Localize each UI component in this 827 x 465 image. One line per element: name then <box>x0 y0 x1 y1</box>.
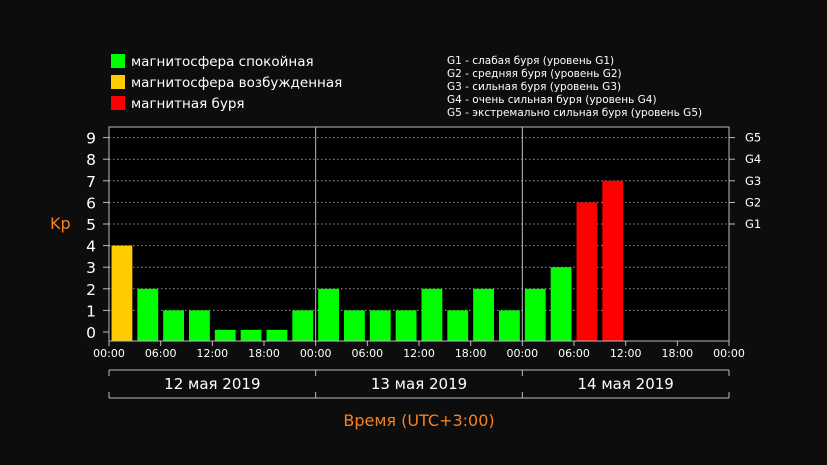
day-label: 12 мая 2019 <box>164 375 260 393</box>
g-ticks: G1 G2 G3 G4 G5 <box>729 131 761 231</box>
legend-label-storm: магнитная буря <box>131 96 245 112</box>
g-level-legend-g2: G2 - средняя буря (уровень G2) <box>447 68 622 80</box>
x-tick-label: 12:00 <box>196 347 228 360</box>
y-tick-label: 3 <box>86 259 96 277</box>
bars <box>111 180 624 341</box>
y-tick-label: 7 <box>86 173 96 191</box>
y-axis-title: Kp <box>50 214 71 233</box>
g-tick-label: G2 <box>745 195 761 209</box>
y-tick-label: 6 <box>86 194 96 212</box>
kp-bar <box>318 288 339 341</box>
y-tick-label: 1 <box>86 302 96 320</box>
legend-label-quiet: магнитосфера спокойная <box>131 54 314 70</box>
day-label: 14 мая 2019 <box>578 375 674 393</box>
x-tick-label: 00:00 <box>506 347 538 360</box>
kp-bar <box>111 245 133 341</box>
x-tick-label: 00:00 <box>713 347 745 360</box>
x-tick-label: 12:00 <box>610 347 642 360</box>
g-level-legend-g4: G4 - очень сильная буря (уровень G4) <box>447 94 657 106</box>
legend-swatch-storm <box>111 96 125 110</box>
y-tick-label: 0 <box>86 324 96 342</box>
day-label: 13 мая 2019 <box>371 375 467 393</box>
g-level-legend-g3: G3 - сильная буря (уровень G3) <box>447 81 621 93</box>
g-tick-label: G3 <box>745 174 761 188</box>
x-tick-label: 06:00 <box>558 347 590 360</box>
kp-bar <box>499 310 520 341</box>
kp-bar <box>576 202 598 341</box>
x-tick-label: 06:00 <box>351 347 383 360</box>
kp-bar <box>421 288 443 341</box>
g-tick-label: G5 <box>745 131 761 145</box>
y-tick-label: 8 <box>86 151 96 169</box>
legend-label-disturbed: магнитосфера возбужденная <box>131 75 342 91</box>
kp-bar <box>550 267 572 341</box>
x-tick-label: 18:00 <box>455 347 487 360</box>
kp-bar <box>602 180 624 341</box>
y-tick-label: 2 <box>86 281 96 299</box>
g-tick-label: G1 <box>745 217 761 231</box>
day-separators <box>315 127 523 341</box>
day-brackets: 12 мая 2019 13 мая 2019 14 мая 2019 <box>108 369 730 399</box>
grid <box>109 137 729 311</box>
plot-area <box>109 127 729 341</box>
kp-bar <box>214 329 236 341</box>
kp-bar <box>344 310 365 341</box>
x-tick-label: 18:00 <box>661 347 693 360</box>
kp-bar <box>524 288 546 341</box>
x-tick-label: 00:00 <box>93 347 125 360</box>
kp-bar <box>240 329 262 341</box>
g-level-legend: G1 - слабая буря (уровень G1) G2 - средн… <box>447 55 702 119</box>
kp-bar <box>292 310 314 341</box>
g-level-legend-g5: G5 - экстремально сильная буря (уровень … <box>447 107 702 119</box>
kp-bar <box>266 329 288 341</box>
x-tick-label: 12:00 <box>403 347 435 360</box>
x-tick-label: 00:00 <box>300 347 332 360</box>
legend-swatch-quiet <box>111 54 125 68</box>
g-tick-label: G4 <box>745 152 761 166</box>
x-ticks: 00:00 06:00 12:00 18:00 00:00 06:00 12:00 18:00… <box>93 341 745 360</box>
kp-bar <box>473 288 494 341</box>
kp-bar <box>447 310 469 341</box>
x-tick-label: 18:00 <box>248 347 280 360</box>
kp-bar <box>189 310 210 341</box>
y-ticks: 0 1 2 3 4 5 6 7 8 9 <box>86 130 109 342</box>
kp-bar <box>369 310 391 341</box>
x-axis-title: Время (UTC+3:00) <box>343 411 494 430</box>
kp-bar <box>137 288 159 341</box>
y-tick-label: 9 <box>86 130 96 148</box>
g-level-legend-g1: G1 - слабая буря (уровень G1) <box>447 55 614 67</box>
y-tick-label: 4 <box>86 238 96 256</box>
legend-swatch-disturbed <box>111 75 125 89</box>
kp-bar <box>163 310 184 341</box>
y-tick-label: 5 <box>86 216 96 234</box>
x-tick-label: 06:00 <box>145 347 177 360</box>
legend: магнитосфера спокойная магнитосфера возб… <box>111 54 342 112</box>
kp-bar <box>395 310 417 341</box>
